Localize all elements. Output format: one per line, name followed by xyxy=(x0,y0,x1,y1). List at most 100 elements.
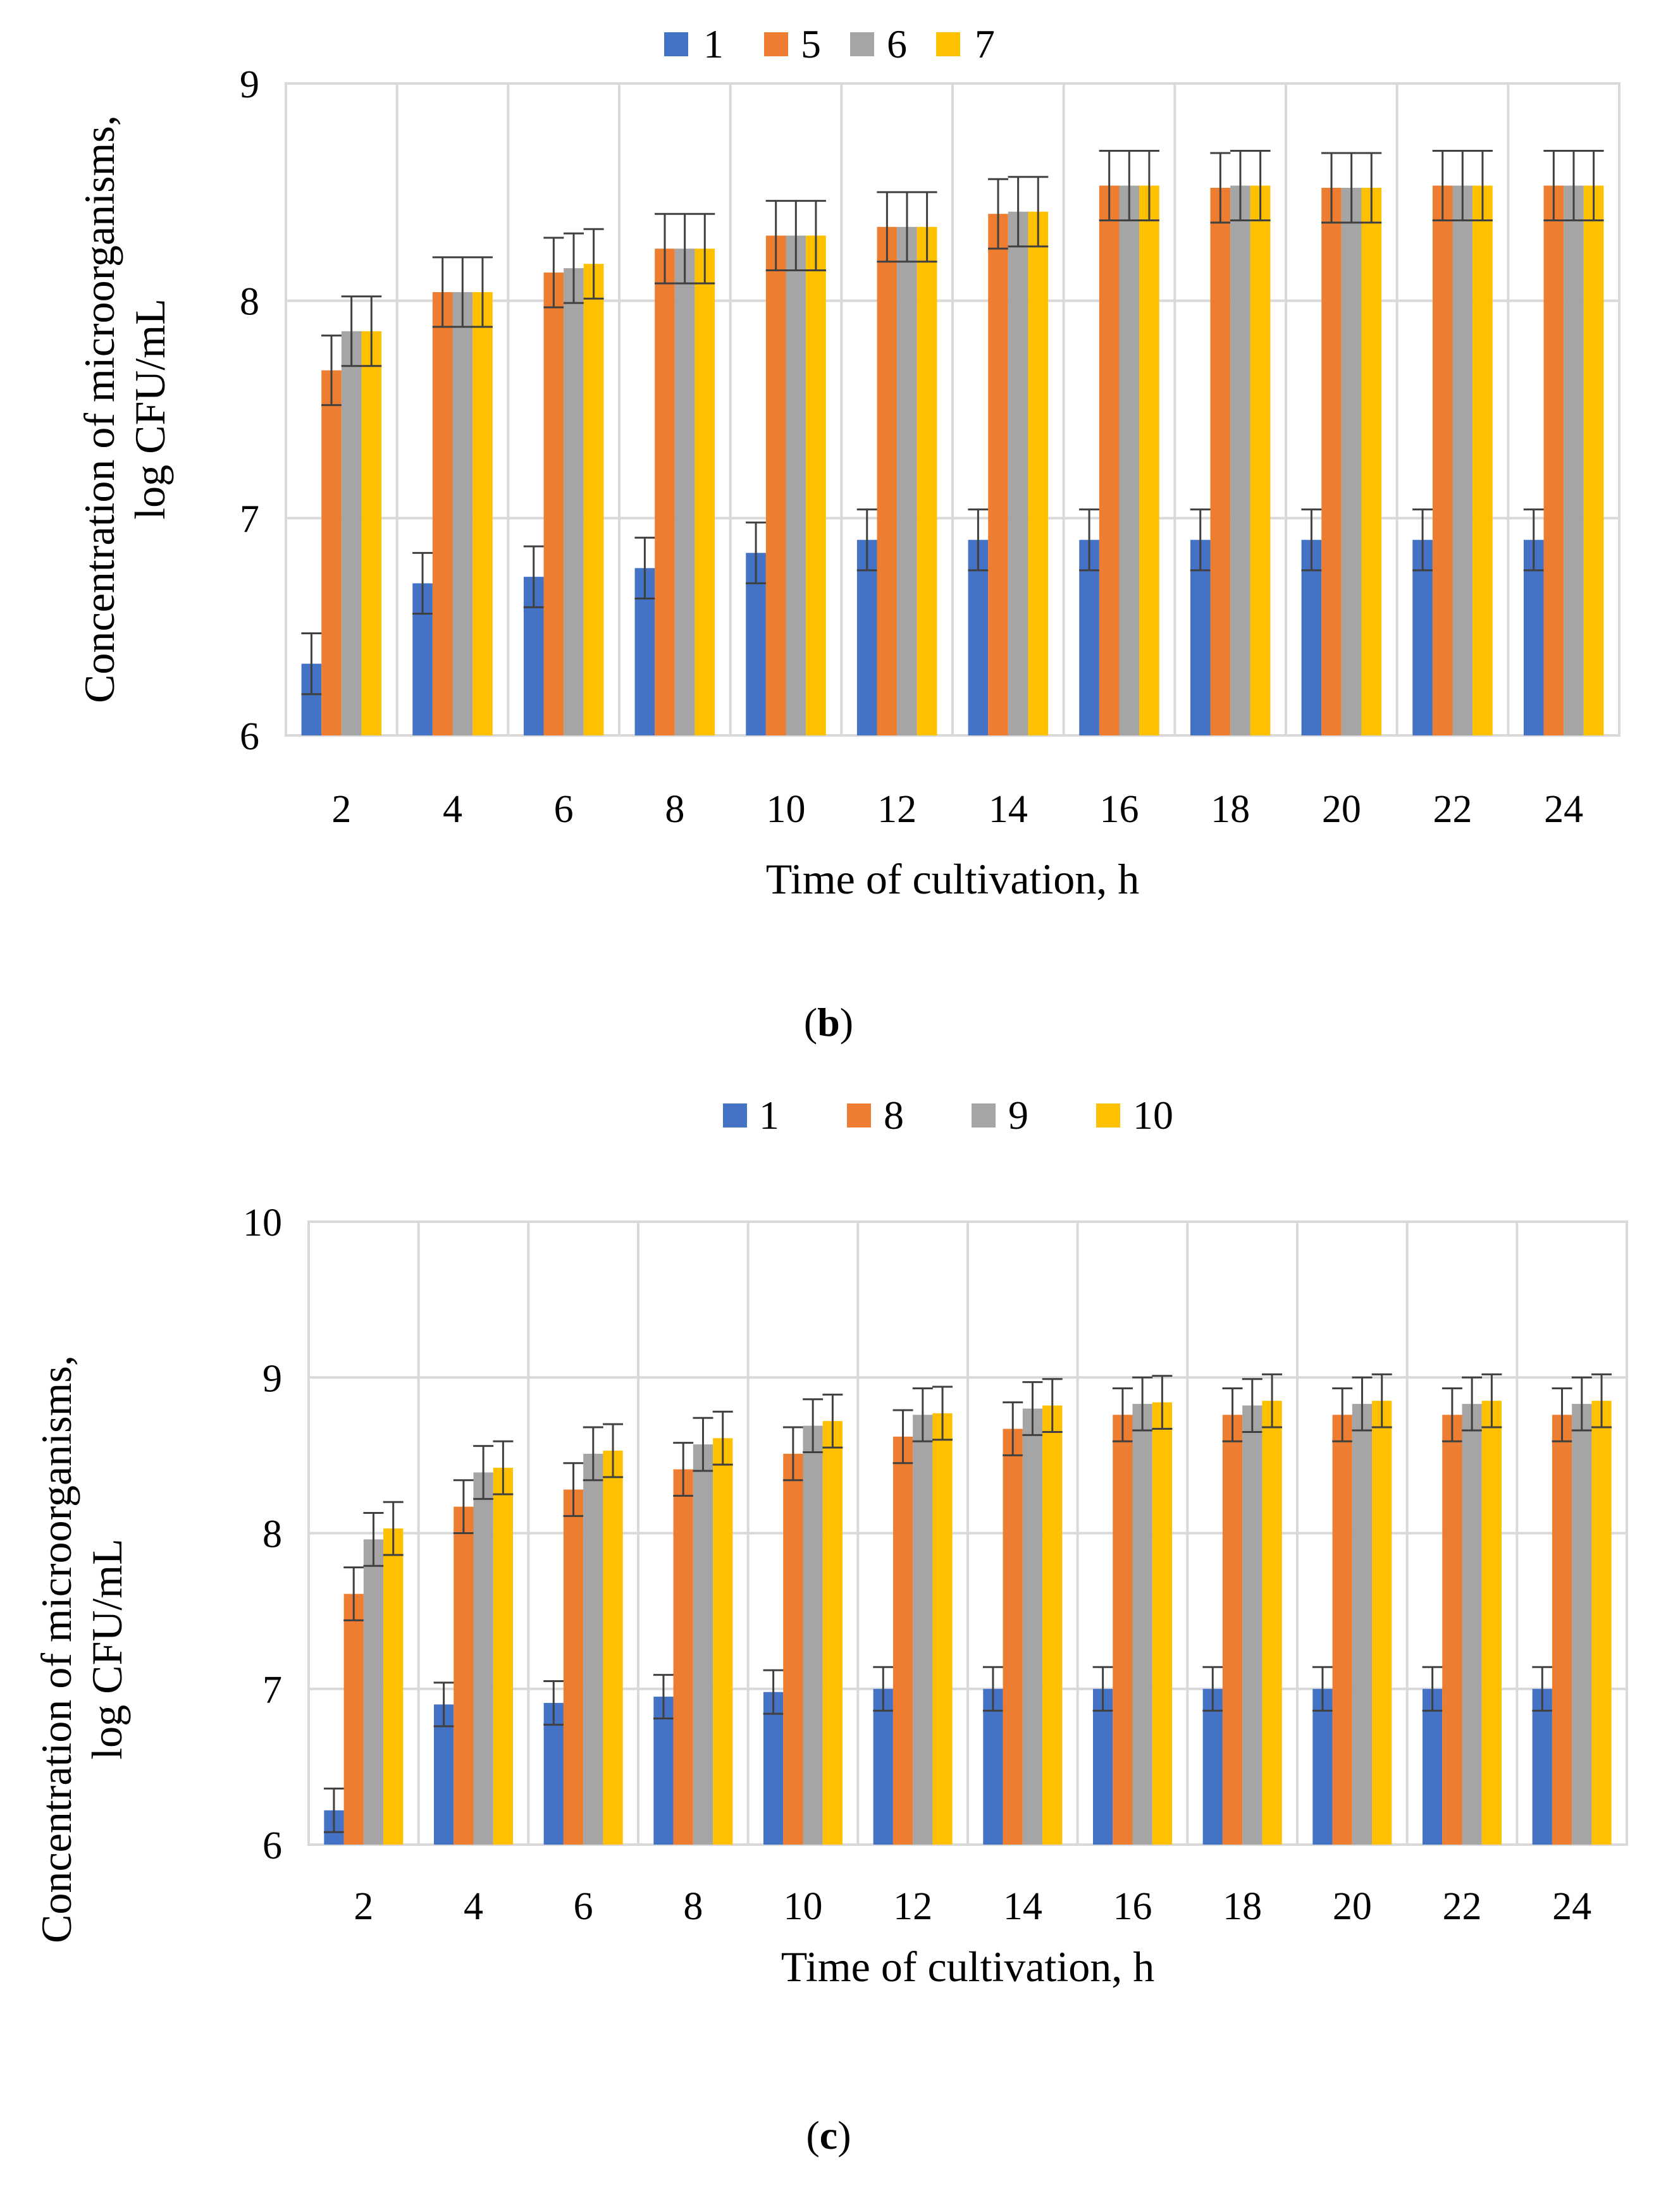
bar-series-7 xyxy=(472,292,493,735)
x-tick-label: 18 xyxy=(1223,1885,1262,1928)
y-axis-title-line2: log CFU/mL xyxy=(126,298,174,520)
x-tick-label: 2 xyxy=(354,1885,373,1928)
bar-series-6 xyxy=(1564,185,1584,736)
bar-series-9 xyxy=(1022,1408,1043,1845)
bar-series-6 xyxy=(1230,185,1250,736)
bar-series-1 xyxy=(983,1688,1003,1845)
x-tick-label: 24 xyxy=(1544,788,1583,831)
bar-series-1 xyxy=(1301,539,1322,735)
legend-label-10: 10 xyxy=(1133,1093,1173,1138)
bar-series-7 xyxy=(361,331,382,735)
x-tick-label: 12 xyxy=(893,1885,932,1928)
x-tick-label: 14 xyxy=(1003,1885,1042,1928)
x-axis-title: Time of cultivation, h xyxy=(781,1943,1155,1991)
x-tick-label: 8 xyxy=(683,1885,703,1928)
bar-series-8 xyxy=(454,1506,474,1845)
bar-series-8 xyxy=(783,1453,803,1845)
legend-swatch-6 xyxy=(850,32,874,56)
bar-series-5 xyxy=(655,249,675,736)
legend-label-1: 1 xyxy=(759,1093,779,1138)
bar-series-10 xyxy=(603,1450,623,1845)
bar-series-10 xyxy=(1481,1401,1502,1845)
legend-swatch-1 xyxy=(723,1103,747,1128)
bar-series-7 xyxy=(1139,185,1159,736)
plot-area xyxy=(285,82,1621,737)
bar-series-10 xyxy=(1042,1405,1063,1845)
legend-swatch-1 xyxy=(664,32,688,56)
bar-series-5 xyxy=(1321,187,1342,736)
x-tick-label: 22 xyxy=(1433,788,1472,831)
bar-series-10 xyxy=(1591,1401,1612,1845)
legend-swatch-7 xyxy=(936,32,960,56)
bar-series-10 xyxy=(932,1413,953,1845)
bar-series-7 xyxy=(1583,185,1604,736)
bar-series-8 xyxy=(1442,1415,1462,1845)
bar-series-9 xyxy=(1572,1404,1592,1845)
bar-series-6 xyxy=(1452,185,1473,736)
bar-series-10 xyxy=(1152,1402,1173,1845)
bar-series-8 xyxy=(1332,1415,1352,1845)
bar-series-6 xyxy=(564,268,584,735)
bar-series-10 xyxy=(1372,1401,1392,1845)
bar-series-8 xyxy=(1552,1415,1572,1845)
bar-series-8 xyxy=(1113,1415,1133,1845)
bar-series-1 xyxy=(1523,539,1544,735)
bar-series-9 xyxy=(803,1425,823,1845)
x-tick-label: 10 xyxy=(767,788,806,831)
bar-series-9 xyxy=(363,1539,384,1845)
panel-caption: (b) xyxy=(804,1000,853,1045)
bar-series-1 xyxy=(543,1702,564,1845)
legend-swatch-8 xyxy=(847,1103,871,1128)
legend-label-9: 9 xyxy=(1008,1093,1028,1138)
y-axis-title-line1: Concentration of microorganisms, xyxy=(75,115,123,703)
x-tick-label: 12 xyxy=(877,788,917,831)
x-tick-label: 22 xyxy=(1443,1885,1482,1928)
bar-series-7 xyxy=(1472,185,1493,736)
x-tick-label: 6 xyxy=(554,788,574,831)
bar-series-1 xyxy=(1422,1688,1443,1845)
bar-series-10 xyxy=(713,1438,733,1845)
y-tick-label: 6 xyxy=(240,715,259,758)
bar-series-1 xyxy=(1312,1688,1333,1845)
bar-series-1 xyxy=(1190,539,1211,735)
bar-series-1 xyxy=(1092,1688,1113,1845)
bar-series-9 xyxy=(583,1453,603,1845)
bar-series-5 xyxy=(1210,187,1231,736)
bar-series-6 xyxy=(897,226,917,735)
bar-series-5 xyxy=(765,235,786,736)
bar-series-9 xyxy=(913,1415,933,1845)
bar-series-5 xyxy=(432,292,453,735)
bar-series-7 xyxy=(1028,211,1049,736)
bar-series-8 xyxy=(892,1436,913,1845)
x-tick-label: 18 xyxy=(1211,788,1250,831)
bar-series-9 xyxy=(1132,1404,1152,1845)
x-tick-label: 10 xyxy=(784,1885,823,1928)
bar-series-5 xyxy=(1432,185,1453,736)
bar-series-5 xyxy=(1543,185,1564,736)
bar-series-8 xyxy=(1222,1415,1243,1845)
x-tick-label: 20 xyxy=(1333,1885,1372,1928)
bar-series-6 xyxy=(1341,187,1362,736)
y-tick-label: 9 xyxy=(262,1357,282,1400)
bar-series-1 xyxy=(856,539,877,735)
bar-series-7 xyxy=(806,235,826,736)
bar-series-5 xyxy=(988,214,1008,735)
bar-series-5 xyxy=(321,370,342,735)
legend-label-1: 1 xyxy=(703,22,724,66)
y-tick-label: 10 xyxy=(243,1201,282,1244)
bar-series-6 xyxy=(674,249,695,736)
x-tick-label: 2 xyxy=(331,788,351,831)
y-tick-label: 9 xyxy=(240,63,259,106)
bar-series-5 xyxy=(877,226,898,735)
x-tick-label: 8 xyxy=(665,788,684,831)
bar-series-1 xyxy=(433,1704,454,1845)
bar-series-5 xyxy=(1099,185,1120,736)
bar-series-6 xyxy=(1119,185,1140,736)
bar-series-10 xyxy=(822,1421,843,1845)
bar-series-6 xyxy=(341,331,362,735)
bar-series-8 xyxy=(563,1489,584,1845)
legend-swatch-9 xyxy=(972,1103,996,1128)
bar-series-7 xyxy=(695,249,715,736)
bar-series-7 xyxy=(917,226,937,735)
bar-series-1 xyxy=(1079,539,1099,735)
